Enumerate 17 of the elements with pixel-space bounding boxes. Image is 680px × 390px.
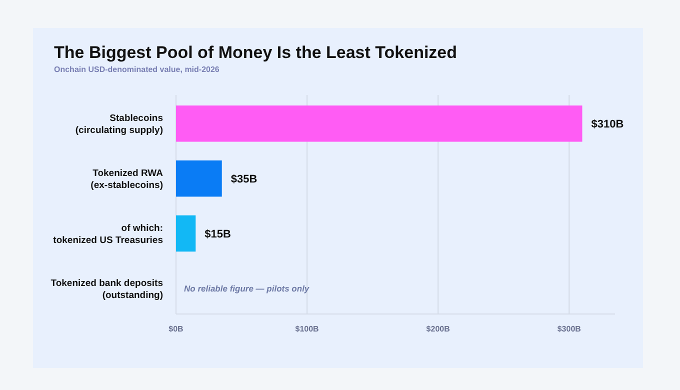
chart-title: The Biggest Pool of Money Is the Least Tokenized bbox=[54, 43, 458, 62]
x-tick-label: $100B bbox=[295, 324, 320, 334]
y-tick-label: of which: tokenized US Treasuries bbox=[53, 222, 163, 246]
y-tick-label: Tokenized RWA (ex-stablecoins) bbox=[90, 168, 164, 192]
y-tick-label: Tokenized bank deposits (outstanding) bbox=[50, 278, 163, 301]
bar bbox=[176, 215, 196, 252]
data-label: $15B bbox=[204, 228, 232, 240]
x-tick-label: $0B bbox=[168, 324, 184, 334]
bar bbox=[176, 160, 222, 197]
x-tick-label: $300B bbox=[557, 324, 582, 334]
bar bbox=[176, 105, 582, 142]
x-tick-label: $200B bbox=[426, 324, 450, 334]
data-label: $35B bbox=[230, 173, 258, 186]
annotation: No reliable figure — pilots only bbox=[184, 283, 310, 294]
y-tick-label: Stablecoins (circulating supply) bbox=[75, 113, 163, 136]
data-label: $310B bbox=[591, 118, 624, 130]
chart-subtitle: Onchain USD-denominated value, mid-2026 bbox=[54, 65, 220, 74]
